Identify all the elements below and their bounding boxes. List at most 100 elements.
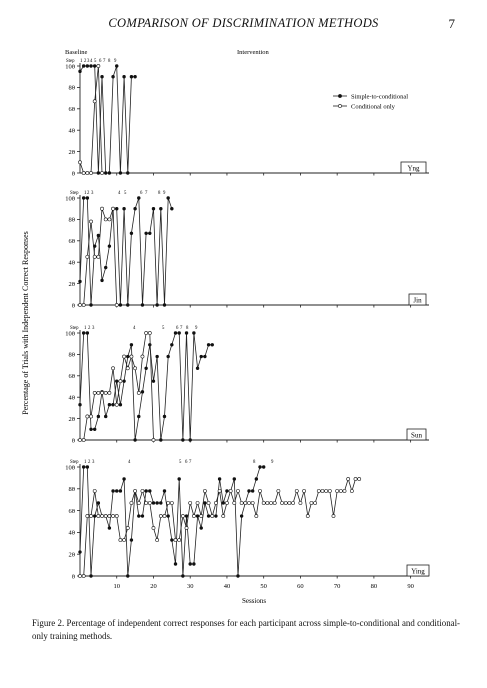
data-point-open <box>357 477 362 481</box>
data-point-filled <box>192 331 196 335</box>
data-point-open <box>92 99 97 104</box>
data-point-filled <box>133 74 137 79</box>
data-point-filled <box>100 278 104 283</box>
participant-tag-box <box>406 564 430 577</box>
data-point-open <box>85 514 90 518</box>
data-point-open <box>287 501 292 505</box>
data-point-filled <box>144 489 148 493</box>
data-point-filled <box>115 489 119 493</box>
data-point-open <box>305 514 310 518</box>
data-point-filled <box>170 343 174 347</box>
data-point-open <box>294 489 299 493</box>
data-point-filled <box>206 343 211 347</box>
data-point-open <box>78 574 82 578</box>
data-point-open <box>228 489 233 493</box>
data-point-filled <box>85 64 90 68</box>
data-point-filled <box>129 74 134 79</box>
data-point-filled <box>159 501 163 505</box>
data-point-open <box>236 489 240 493</box>
data-point-open <box>81 171 86 175</box>
data-point-open <box>346 477 351 481</box>
step-label: 4 <box>90 59 93 64</box>
y-tick-label: 60 <box>69 238 76 245</box>
data-point-open <box>272 501 277 505</box>
y-tick-label: 40 <box>69 260 76 267</box>
data-point-filled <box>92 514 97 518</box>
data-point-open <box>162 514 167 518</box>
data-point-filled <box>81 196 86 200</box>
data-point-filled <box>162 489 167 493</box>
data-point-filled <box>148 489 152 493</box>
data-point-filled <box>159 207 163 211</box>
step-label: 3 <box>87 59 90 64</box>
legend-marker-open <box>338 104 342 108</box>
participant-tag: Jin <box>413 296 422 304</box>
data-point-filled <box>81 331 86 335</box>
data-point-filled <box>115 207 119 211</box>
data-point-open <box>85 171 90 175</box>
x-tick-label: 30 <box>187 583 194 590</box>
data-point-filled <box>225 489 229 493</box>
data-point-open <box>177 538 182 542</box>
step-label: 5 <box>162 326 165 331</box>
x-tick-label: 10 <box>113 583 120 590</box>
data-point-filled <box>96 501 101 505</box>
data-point-open <box>276 489 281 493</box>
series-line-simple-to-conditional <box>79 332 213 441</box>
data-point-open <box>269 501 273 505</box>
data-point-open <box>280 501 284 505</box>
data-point-filled <box>104 171 108 175</box>
data-point-filled <box>203 501 207 505</box>
step-label: 6 <box>176 326 179 331</box>
data-point-open <box>92 391 97 395</box>
x-tick-label: 80 <box>371 583 378 590</box>
y-tick-label: 20 <box>69 416 76 423</box>
data-point-open <box>342 489 347 493</box>
x-tick-label: 90 <box>407 583 414 590</box>
data-point-filled <box>236 574 240 578</box>
data-point-open <box>217 489 222 493</box>
data-point-open <box>324 489 329 493</box>
data-point-filled <box>100 74 104 79</box>
data-point-filled <box>261 465 266 469</box>
step-label: 9 <box>163 191 166 196</box>
data-point-filled <box>89 574 93 578</box>
page-number: 7 <box>448 16 456 31</box>
data-point-filled <box>107 526 112 530</box>
data-point-open <box>232 501 237 505</box>
data-point-open <box>254 514 259 518</box>
data-point-open <box>188 501 193 505</box>
series-line-conditional-only <box>80 477 360 577</box>
step-label: Step <box>66 59 75 64</box>
data-point-filled <box>129 343 134 347</box>
data-point-open <box>338 489 343 493</box>
data-point-open <box>283 501 288 505</box>
step-label: 1 <box>84 191 87 196</box>
data-point-open <box>96 391 101 395</box>
step-label: 6 <box>185 460 188 465</box>
data-point-filled <box>195 366 200 371</box>
data-point-open <box>111 514 115 518</box>
data-point-filled <box>85 331 90 335</box>
data-point-filled <box>195 514 200 518</box>
data-point-filled <box>206 514 211 518</box>
data-point-filled <box>247 489 251 493</box>
step-label: 3 <box>92 326 95 331</box>
series-line-simple-to-conditional <box>79 197 173 306</box>
data-point-filled <box>137 414 141 419</box>
data-point-open <box>320 489 325 493</box>
data-point-filled <box>166 196 170 200</box>
step-label: 8 <box>253 460 256 465</box>
data-point-filled <box>166 514 170 518</box>
data-point-open <box>331 514 336 518</box>
data-point-open <box>114 402 119 407</box>
participant-tag: Sun <box>411 431 422 439</box>
x-tick-label: 50 <box>260 583 267 590</box>
data-point-open <box>89 219 93 224</box>
y-tick-label: 0 <box>72 170 75 177</box>
data-point-filled <box>92 427 97 431</box>
data-point-filled <box>188 438 192 442</box>
data-point-open <box>81 574 86 578</box>
data-point-open <box>261 501 266 505</box>
data-point-open <box>151 526 156 530</box>
